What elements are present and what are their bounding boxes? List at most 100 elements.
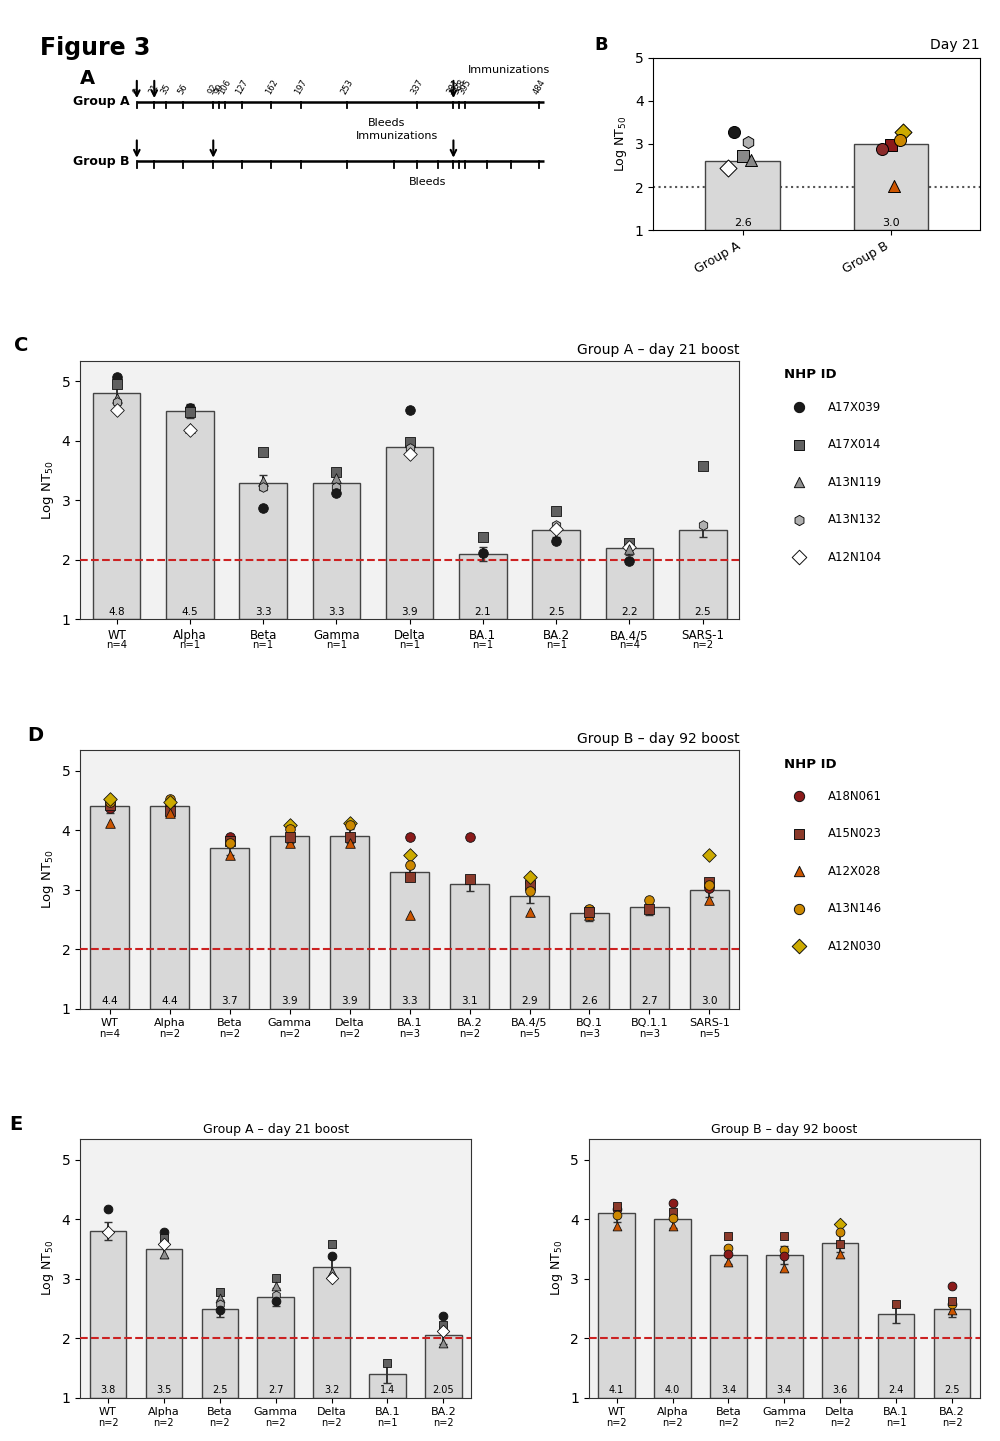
Point xyxy=(162,800,178,823)
Point xyxy=(102,788,118,811)
Text: 3.3: 3.3 xyxy=(401,996,418,1006)
Text: 2.5: 2.5 xyxy=(944,1385,960,1395)
Point xyxy=(475,526,491,549)
Point xyxy=(212,1287,228,1310)
Bar xyxy=(313,483,360,620)
Point xyxy=(222,831,238,855)
Bar xyxy=(150,807,189,1009)
Point xyxy=(548,514,564,537)
Text: A15N023: A15N023 xyxy=(828,827,881,840)
Point xyxy=(435,1331,451,1355)
Point xyxy=(182,396,198,419)
Point xyxy=(776,1257,792,1280)
Point xyxy=(402,865,418,888)
Text: 3.1: 3.1 xyxy=(461,996,478,1006)
Point xyxy=(342,831,358,855)
Point xyxy=(641,898,657,921)
Text: n=2: n=2 xyxy=(718,1418,739,1428)
Text: NHP ID: NHP ID xyxy=(784,758,837,771)
Text: 2.4: 2.4 xyxy=(888,1385,904,1395)
Point xyxy=(776,1245,792,1268)
Text: Immunizations: Immunizations xyxy=(468,65,550,75)
Point xyxy=(522,901,538,924)
Point xyxy=(944,1274,960,1297)
Text: n=1: n=1 xyxy=(399,640,420,650)
Text: 3.4: 3.4 xyxy=(721,1385,736,1395)
Point xyxy=(701,870,717,893)
Bar xyxy=(606,548,653,620)
Point xyxy=(212,1298,228,1321)
Text: n=3: n=3 xyxy=(399,1029,420,1039)
Text: 2.6: 2.6 xyxy=(734,218,751,228)
Point xyxy=(268,1284,284,1307)
Bar xyxy=(210,847,249,1009)
Point xyxy=(776,1225,792,1248)
Point xyxy=(621,537,637,561)
Text: n=2: n=2 xyxy=(265,1418,286,1428)
Point xyxy=(621,549,637,572)
Point xyxy=(109,386,125,409)
Bar xyxy=(386,447,433,620)
Text: n=5: n=5 xyxy=(699,1029,720,1039)
Y-axis label: Log NT$_{50}$: Log NT$_{50}$ xyxy=(40,460,56,520)
Point xyxy=(402,904,418,927)
Point xyxy=(282,814,298,837)
Point xyxy=(720,1236,736,1259)
Title: Group A – day 21 boost: Group A – day 21 boost xyxy=(203,1124,349,1137)
Text: n=4: n=4 xyxy=(619,640,640,650)
Point xyxy=(522,879,538,902)
Text: D: D xyxy=(27,726,43,745)
Point xyxy=(621,535,637,558)
Point xyxy=(402,442,418,465)
Text: Bleeds: Bleeds xyxy=(409,177,446,187)
Point xyxy=(435,1304,451,1327)
Text: 2.1: 2.1 xyxy=(475,607,491,617)
Point xyxy=(665,1192,681,1215)
Text: E: E xyxy=(10,1115,23,1134)
Point xyxy=(701,889,717,912)
Point xyxy=(735,144,751,167)
Bar xyxy=(854,144,928,231)
Y-axis label: Log NT$_{50}$: Log NT$_{50}$ xyxy=(613,115,629,171)
Text: 484: 484 xyxy=(531,78,547,97)
Point xyxy=(268,1267,284,1290)
Text: 0: 0 xyxy=(132,86,142,97)
Point xyxy=(701,878,717,901)
Text: n=1: n=1 xyxy=(886,1418,906,1428)
Point xyxy=(328,481,344,504)
Text: A17X039: A17X039 xyxy=(828,401,881,414)
Point xyxy=(255,470,271,493)
Point xyxy=(726,120,742,143)
Text: 4.0: 4.0 xyxy=(665,1385,680,1395)
Point xyxy=(100,1197,116,1221)
Text: n=1: n=1 xyxy=(377,1418,398,1428)
Point xyxy=(328,467,344,490)
Point xyxy=(268,1274,284,1297)
Point xyxy=(743,148,759,171)
Text: 2.5: 2.5 xyxy=(212,1385,228,1395)
Point xyxy=(328,460,344,483)
Bar xyxy=(822,1244,858,1398)
Text: n=2: n=2 xyxy=(774,1418,795,1428)
Text: A13N119: A13N119 xyxy=(828,476,882,488)
Text: 3.4: 3.4 xyxy=(777,1385,792,1395)
Text: Group A: Group A xyxy=(73,95,130,108)
Text: 3.0: 3.0 xyxy=(882,218,900,228)
Point xyxy=(156,1232,172,1255)
Text: NHP ID: NHP ID xyxy=(784,369,837,382)
Bar xyxy=(90,807,129,1009)
Point xyxy=(720,1242,736,1265)
Text: 2.7: 2.7 xyxy=(268,1385,283,1395)
Text: n=1: n=1 xyxy=(253,640,274,650)
Text: n=3: n=3 xyxy=(639,1029,660,1039)
Bar xyxy=(146,1249,182,1398)
Point xyxy=(874,137,890,160)
Point xyxy=(342,814,358,837)
Point xyxy=(222,826,238,849)
Text: 2.5: 2.5 xyxy=(694,607,711,617)
Text: n=4: n=4 xyxy=(99,1029,120,1039)
Text: n=3: n=3 xyxy=(579,1029,600,1039)
Point xyxy=(402,853,418,876)
Text: Group B: Group B xyxy=(73,154,130,167)
Text: A18N061: A18N061 xyxy=(828,790,882,803)
